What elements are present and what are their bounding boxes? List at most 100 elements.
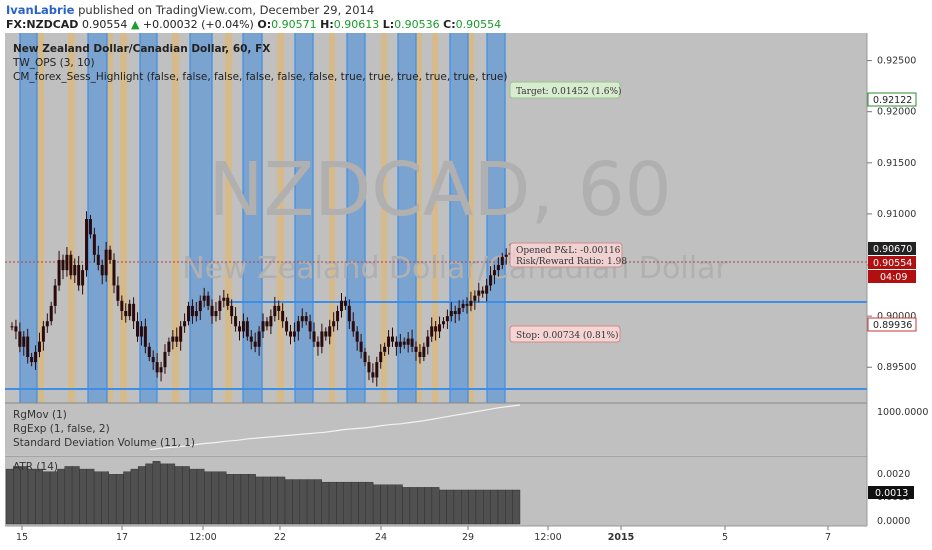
- candle-body: [241, 321, 245, 332]
- session-band: [140, 33, 157, 403]
- candle-body: [190, 305, 194, 317]
- candle-body: [61, 259, 65, 271]
- candle-body: [324, 331, 328, 337]
- candle-body: [336, 311, 340, 322]
- atr-bar: [461, 489, 469, 525]
- atr-bar: [431, 487, 440, 525]
- candle-body: [73, 265, 77, 276]
- session-band: [432, 33, 438, 403]
- time-axis[interactable]: [0, 526, 932, 550]
- x-tick-label: 12:00: [534, 532, 561, 543]
- target-tag: [867, 92, 917, 107]
- atr-bar: [167, 463, 176, 525]
- atr-bar: [394, 484, 403, 525]
- session-band: [277, 33, 284, 403]
- atr-bar: [123, 471, 132, 525]
- candle-body: [453, 311, 457, 315]
- atr-bar: [321, 481, 330, 525]
- atr-bar: [475, 489, 484, 525]
- candle-body: [492, 270, 496, 276]
- candle-body: [45, 321, 49, 327]
- atr-bar: [248, 474, 256, 525]
- symbol-line: FX:NZDCAD 0.90554 ▲ +0.00032 (+0.04%) O:…: [6, 18, 501, 31]
- countdown-tag: [868, 270, 916, 283]
- candle-body: [438, 324, 442, 332]
- candle-body: [304, 316, 308, 322]
- pnl-box: [509, 242, 623, 268]
- session-band: [20, 33, 37, 403]
- candle-body: [320, 331, 324, 347]
- atr-bar: [483, 489, 491, 525]
- atr-bar: [226, 474, 234, 525]
- candle-body: [387, 336, 391, 347]
- candle-body: [265, 321, 269, 327]
- candle-body: [343, 300, 347, 306]
- author-link[interactable]: IvanLabrie: [6, 3, 75, 17]
- atr-bars: [5, 461, 521, 525]
- candle-body: [504, 254, 508, 257]
- atr-bar: [343, 481, 352, 525]
- x-tick-label: 29: [462, 532, 474, 543]
- candle-body: [445, 316, 449, 322]
- atr-bar: [336, 481, 344, 525]
- candle-body: [96, 254, 100, 266]
- atr-bar: [101, 471, 110, 525]
- candle-body: [485, 285, 489, 294]
- candle-body: [198, 300, 202, 312]
- y-tick-label: 0.92000: [877, 107, 916, 118]
- session-bands: [19, 33, 506, 403]
- atr-bar: [314, 479, 322, 525]
- atr-bar: [284, 479, 293, 525]
- y-tick-label: 0.91500: [877, 158, 916, 169]
- x-tick-label: 7: [825, 532, 831, 543]
- open-label: O:: [257, 18, 272, 31]
- candle-body: [230, 305, 234, 317]
- candle-body: [465, 303, 469, 306]
- candle-body: [398, 341, 402, 347]
- candle-body: [379, 351, 383, 363]
- atr-bar: [71, 466, 80, 525]
- atr-bar: [453, 489, 462, 525]
- candle-body: [316, 341, 320, 347]
- candle-body: [18, 331, 22, 347]
- candle-body: [351, 321, 355, 332]
- atr-bar: [402, 487, 411, 525]
- candle-body: [469, 300, 473, 306]
- atr-tick-3: 0.0000: [877, 516, 910, 527]
- candle-body: [292, 331, 296, 337]
- session-band: [190, 33, 212, 403]
- candle-body: [249, 336, 253, 342]
- atr-bar: [270, 476, 278, 525]
- candle-body: [418, 351, 422, 358]
- level-tag-text: 0.90670: [873, 244, 912, 255]
- symbol-name: FX:NZDCAD: [6, 18, 79, 31]
- candle-body: [481, 290, 485, 294]
- candle-body: [383, 346, 387, 352]
- candle-body: [22, 336, 26, 347]
- target-text: Target: 0.01452 (1.6%): [516, 86, 622, 97]
- candle-body: [238, 326, 242, 332]
- session-band: [243, 33, 262, 403]
- atr-bar: [5, 468, 14, 525]
- atr-bar: [20, 466, 29, 525]
- atr-bar: [79, 468, 87, 525]
- atr-bar: [372, 484, 381, 525]
- pnl-text: Opened P&L: -0.00116: [516, 246, 621, 256]
- candle-body: [218, 300, 222, 312]
- atr-bar: [86, 468, 95, 525]
- candle-body: [210, 305, 214, 317]
- atr-tag-text: 0.0013: [875, 488, 908, 499]
- session-band: [381, 33, 387, 403]
- session-band: [329, 33, 335, 403]
- stop-text: Stop: 0.00734 (0.81%): [516, 330, 619, 341]
- atr-bar: [108, 474, 117, 525]
- candle-body: [375, 362, 379, 378]
- candle-body: [449, 311, 453, 317]
- candle-body: [81, 270, 85, 286]
- candle-body: [37, 341, 41, 352]
- atr-bar: [196, 468, 205, 525]
- session-band: [487, 33, 505, 403]
- level-tag: [868, 242, 916, 255]
- rr-text: Risk/Reward Ratio: 1.98: [516, 257, 627, 267]
